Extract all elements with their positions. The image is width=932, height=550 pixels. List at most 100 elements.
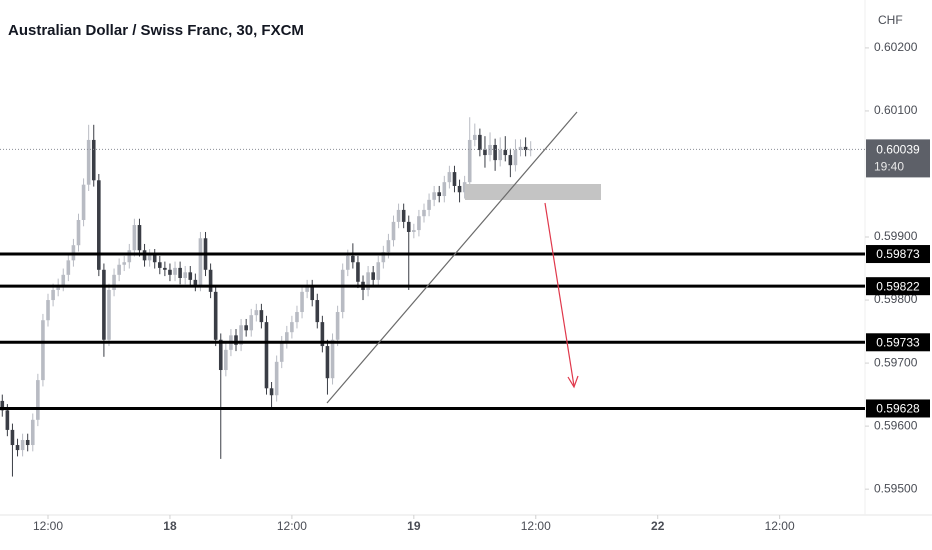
candle-body [508,155,513,166]
plot-area [0,117,865,477]
candle-body [198,238,203,285]
candle-body [366,272,370,290]
candle-body [97,180,101,270]
candle-body [295,312,299,323]
candle-body [91,139,96,181]
candle-body [127,250,132,263]
y-tick-label: 0.59500 [874,481,918,495]
level-label: 0.59822 [876,279,920,293]
y-tick-label: 0.59600 [874,418,918,432]
candle-body [447,172,452,183]
candle-body [168,269,172,275]
candle-body [259,310,264,323]
candle-body [137,225,142,251]
supply-zone [465,184,601,200]
candle-body [422,209,426,217]
last-price-tag [866,139,930,178]
projection-arrow [544,202,575,387]
candle-body [472,134,477,140]
level-tag [866,333,930,352]
candle-body [264,322,269,389]
candle-body [305,286,309,292]
candle-body [163,267,167,270]
x-tick-label: 12:00 [33,519,63,533]
candle-body [386,240,391,253]
candle-body [249,315,254,331]
y-tick-label: 0.60200 [874,40,918,54]
candle-body [462,182,467,193]
candle-body [188,272,193,280]
candle-body [234,335,238,345]
candle-body [51,289,55,301]
candle-body [152,255,157,263]
candle-body [86,139,91,185]
candle-body [285,332,289,343]
candle-body [376,262,381,280]
x-tick-label: 12:00 [521,519,551,533]
x-tick-label: 12:00 [765,519,795,533]
arrow-head [567,375,579,389]
candle-body [213,291,218,340]
candle-body [269,388,274,396]
x-tick-label: 12:00 [277,519,307,533]
candle-body [254,310,259,316]
candle-body [290,322,294,333]
x-tick-label: 18 [163,519,177,533]
candle-body [371,272,375,280]
axes: 0.60200 0.60100 0.59900 0.59800 0.59700 0.596… [33,40,930,533]
candle-body [478,134,482,151]
level-tag [866,277,930,296]
candle-body [183,272,187,278]
candle-body [81,184,86,220]
candle-body [345,255,350,270]
candle-body [224,349,228,371]
candle-body [36,380,40,420]
candle-body [102,269,106,340]
candle-body [351,255,355,263]
candle-body [132,225,137,251]
candle-body [406,221,411,232]
candle-body [173,267,177,275]
candle-body [274,361,279,396]
last-price-label: 0.60039 [876,143,920,157]
candle-body [279,342,284,362]
candle-body [117,264,121,275]
candle-body [147,255,152,261]
candle-body [396,209,401,222]
candle-body [10,429,15,446]
candle-body [483,150,487,156]
candle-body [452,172,457,186]
candle-body [218,339,223,371]
candle-body [528,149,533,151]
candle-body [193,279,198,285]
candle-body [417,216,421,231]
candle-body [442,182,447,197]
candle-body [30,419,35,446]
candle-body [76,219,81,246]
candle-body [457,185,462,193]
trend-line [326,111,578,404]
y-tick-label: 0.60100 [874,103,918,117]
level-label: 0.59733 [876,335,920,349]
chart-title: Australian Dollar / Swiss Franc, 30, FXC… [8,22,304,39]
candle-body [401,209,406,222]
level-tag [866,245,930,264]
candle-body [432,192,436,200]
candle-body [437,192,442,197]
candle-body [46,300,50,321]
candle-body [15,445,20,451]
candle-body [5,410,10,430]
candle-body [320,322,325,347]
candle-body [107,289,111,340]
candle-body [178,267,182,278]
candle-body [356,262,360,282]
candle-body [381,252,386,263]
candle-body [122,262,127,265]
candle-body [518,146,523,151]
candle-body [315,300,320,323]
candle-body [20,439,25,451]
candle-body [66,260,71,275]
candle-body [513,150,518,166]
